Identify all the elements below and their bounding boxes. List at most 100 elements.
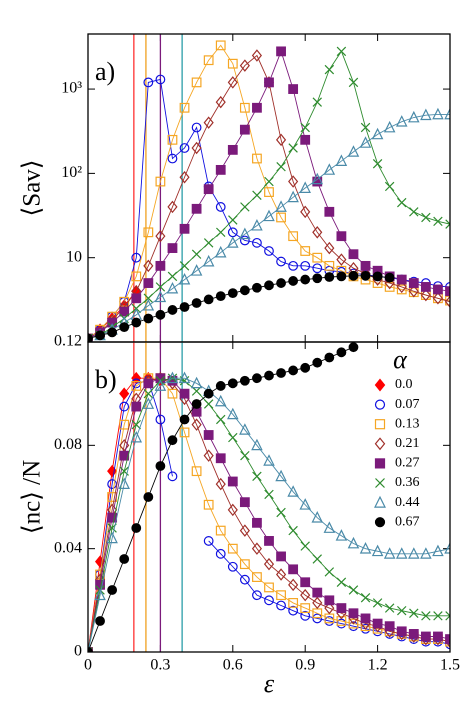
series-line — [88, 377, 450, 652]
y-tick-label: 0.04 — [54, 539, 82, 556]
marker — [372, 598, 383, 608]
marker — [323, 521, 336, 533]
marker — [348, 585, 359, 595]
legend-marker — [374, 517, 386, 528]
marker — [444, 542, 450, 554]
marker — [191, 203, 202, 214]
marker — [239, 497, 250, 508]
marker — [433, 631, 443, 642]
marker — [421, 611, 431, 621]
marker — [264, 280, 274, 291]
marker — [444, 295, 450, 309]
legend-title: α — [393, 345, 408, 374]
marker — [179, 388, 190, 399]
marker — [215, 95, 226, 109]
marker — [227, 476, 238, 487]
marker — [264, 370, 274, 381]
marker — [107, 327, 118, 338]
plot-frame — [87, 341, 451, 653]
marker — [227, 503, 238, 517]
marker — [264, 246, 274, 256]
marker — [167, 435, 178, 446]
marker — [335, 154, 348, 166]
marker — [228, 432, 238, 443]
marker — [215, 548, 226, 559]
marker — [228, 215, 238, 225]
plot-area — [88, 342, 450, 652]
marker — [276, 590, 286, 601]
marker — [336, 347, 347, 358]
marker — [275, 133, 287, 147]
marker — [94, 555, 106, 568]
marker — [143, 259, 154, 273]
marker — [324, 595, 335, 606]
marker — [372, 271, 383, 282]
marker — [239, 285, 250, 296]
marker — [178, 371, 191, 384]
marker — [215, 291, 226, 302]
marker — [119, 401, 130, 412]
marker — [252, 237, 262, 248]
marker — [312, 613, 323, 624]
marker — [324, 601, 335, 615]
marker — [191, 122, 202, 133]
marker — [178, 272, 191, 285]
marker — [215, 202, 226, 212]
marker — [130, 430, 143, 443]
marker — [143, 388, 154, 399]
plot-area — [88, 34, 450, 342]
marker — [408, 278, 419, 288]
marker — [276, 278, 286, 288]
marker — [288, 365, 299, 376]
marker — [179, 261, 190, 271]
marker — [275, 568, 287, 581]
marker — [336, 253, 347, 266]
marker — [203, 184, 214, 195]
marker — [191, 298, 202, 308]
marker — [397, 605, 407, 616]
marker — [119, 554, 130, 564]
series-line — [88, 50, 450, 339]
marker — [239, 574, 250, 585]
y-tick-label: 0 — [74, 643, 82, 660]
marker — [359, 542, 372, 554]
marker — [227, 378, 238, 389]
marker — [191, 466, 202, 477]
marker — [94, 588, 106, 601]
marker — [215, 525, 226, 536]
marker — [396, 626, 407, 637]
marker — [119, 387, 130, 400]
marker — [311, 172, 324, 185]
marker — [445, 634, 450, 644]
marker — [179, 414, 190, 425]
marker — [106, 531, 118, 544]
x-tick-label: 1.5 — [440, 657, 460, 674]
marker — [179, 427, 190, 438]
marker — [420, 288, 431, 302]
marker — [252, 282, 262, 293]
marker — [299, 181, 311, 193]
marker — [216, 414, 226, 425]
marker — [239, 235, 250, 246]
marker — [191, 399, 202, 409]
marker — [107, 479, 118, 489]
marker — [432, 544, 444, 557]
marker — [264, 595, 274, 606]
marker — [95, 330, 105, 341]
marker — [408, 284, 419, 298]
marker — [264, 77, 274, 88]
marker — [288, 578, 299, 592]
marker — [323, 163, 336, 175]
marker — [409, 608, 419, 618]
marker — [371, 127, 384, 140]
marker — [142, 397, 155, 409]
legend-marker — [374, 399, 386, 410]
marker — [300, 246, 311, 256]
marker — [119, 306, 130, 317]
marker — [288, 598, 299, 608]
marker — [239, 524, 250, 537]
marker — [143, 278, 154, 288]
marker — [155, 414, 166, 425]
marker — [312, 252, 323, 263]
marker — [203, 55, 214, 66]
